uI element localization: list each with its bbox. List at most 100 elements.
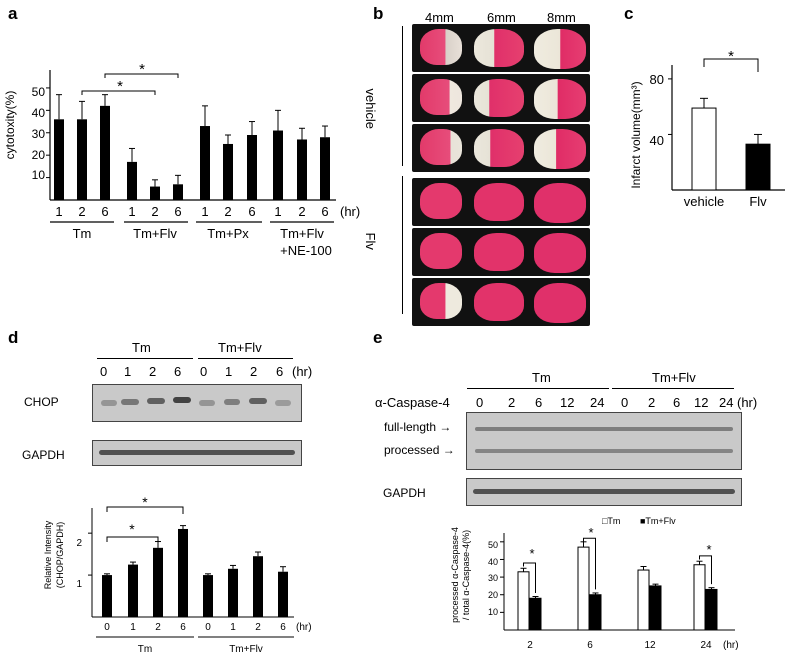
group-label-vehicle: vehicle	[363, 88, 378, 129]
panel-a-ytick: 30	[32, 127, 46, 141]
significance-bracket	[703, 58, 759, 72]
panel-e-ylabel: / total α-Caspase-4(%)	[461, 530, 471, 620]
panel-label-a: a	[8, 4, 18, 23]
bar	[297, 139, 307, 200]
panel-a-group-label: Tm	[73, 226, 92, 241]
panel-d-ytick: 2	[76, 538, 82, 549]
panel-d-xtick: 6	[180, 622, 186, 633]
significance-star: *	[706, 542, 711, 557]
panel-d-xtick: 1	[130, 622, 136, 633]
bar	[691, 107, 717, 191]
panel-label-c: c	[624, 4, 634, 23]
brain-slice-row	[412, 178, 590, 226]
panel-a-xtick: 1	[274, 204, 281, 219]
panel-e-unit: (hr)	[723, 640, 739, 651]
bar	[203, 575, 213, 617]
bar-tm	[577, 546, 590, 631]
panel-e-xtick: 12	[644, 640, 656, 651]
western-blot-gapdh	[92, 440, 302, 466]
western-blot-chop	[92, 384, 302, 422]
bar	[128, 564, 138, 617]
panel-e-xtick: 6	[587, 640, 593, 651]
panel-d-xtick: 1	[230, 622, 236, 633]
significance-star: *	[139, 61, 145, 78]
bar	[150, 186, 160, 200]
panel-d-xtick: 2	[155, 622, 161, 633]
blot-band-label: processed →	[384, 443, 455, 457]
significance-star: *	[129, 521, 135, 537]
lane-label: 24	[590, 395, 605, 410]
significance-bracket	[699, 555, 712, 585]
brain-slice-row	[412, 74, 590, 122]
bar	[173, 184, 183, 200]
lane-label: 2	[648, 395, 656, 410]
lane-label: 2	[508, 395, 516, 410]
bar-tm-flv	[589, 594, 602, 631]
panel-a-xtick: 1	[55, 204, 62, 219]
lane-label: 0	[200, 364, 208, 379]
panel-a-xtick: 6	[248, 204, 255, 219]
panel-d-group-label: Tm+Flv	[229, 644, 263, 655]
lane-label: 12	[694, 395, 709, 410]
group-label-flv: Flv	[363, 232, 378, 250]
bar	[228, 568, 238, 617]
significance-star: *	[142, 494, 148, 510]
panel-a-ytick: 10	[32, 168, 46, 182]
panel-d-xtick: 2	[255, 622, 261, 633]
panel-d-unit: (hr)	[296, 622, 312, 633]
panel-e-ytick: 40	[488, 557, 498, 567]
significance-star: *	[728, 48, 734, 65]
panel-e-ytick: 50	[488, 540, 498, 550]
significance-star: *	[117, 78, 123, 95]
bar	[127, 161, 137, 200]
significance-bracket	[106, 536, 159, 542]
lane-label: 6	[535, 395, 543, 410]
panel-a-xtick: 2	[78, 204, 85, 219]
legend-tm-flv: ■Tm+Flv	[640, 516, 676, 526]
panel-a-xtick: 2	[298, 204, 305, 219]
significance-bracket	[523, 562, 536, 593]
panel-e-ytick: 20	[488, 590, 498, 600]
panel-a-ylabel: cytotoxity(%)	[3, 91, 17, 160]
panel-a-xtick: 2	[224, 204, 231, 219]
panel-a-group-label: Tm+Px	[207, 226, 249, 241]
bar-tm	[637, 569, 650, 631]
slice-depth-label: 8mm	[547, 10, 576, 25]
bar	[247, 135, 257, 200]
bar	[223, 143, 233, 200]
panel-a-xtick: 1	[128, 204, 135, 219]
panel-e-ylabel: processed α-Caspase-4	[450, 527, 460, 623]
lane-label: 0	[100, 364, 108, 379]
panel-a-xtick: 1	[201, 204, 208, 219]
lane-label: 2	[250, 364, 258, 379]
bar	[54, 119, 64, 200]
significance-star: *	[529, 546, 534, 561]
panel-e-xtick: 24	[700, 640, 712, 651]
lane-label: 6	[673, 395, 681, 410]
significance-bracket	[106, 506, 184, 514]
panel-d-xtick: 0	[205, 622, 211, 633]
lane-label: 24	[719, 395, 734, 410]
brain-slice-row	[412, 124, 590, 172]
bar-tm-flv	[529, 597, 542, 631]
antibody-label: α-Caspase-4	[375, 395, 450, 410]
lane-group-label: Tm	[532, 370, 551, 385]
panel-c-xtick: vehicle	[684, 194, 724, 209]
panel-e-chart: processed α-Caspase-4 / total α-Caspase-…	[450, 516, 739, 651]
legend-tm: □Tm	[602, 516, 620, 526]
panel-e-xtick: 2	[527, 640, 533, 651]
panel-c-ytick: 40	[650, 133, 664, 148]
bar-tm	[693, 564, 706, 631]
bar-tm-flv	[705, 588, 718, 631]
panel-a-xtick: 6	[101, 204, 108, 219]
panel-d-ylabel: Relative Intensity	[43, 520, 53, 589]
panel-d-group-label: Tm	[138, 644, 152, 655]
lane-label: 1	[124, 364, 132, 379]
lane-label: 6	[276, 364, 284, 379]
significance-star: *	[588, 525, 593, 540]
significance-bracket	[583, 537, 596, 590]
panel-label-d: d	[8, 328, 19, 347]
panel-a-chart: cytotoxity(%) 10 20 30 40 50 1 2 6 1 2 6…	[3, 61, 360, 258]
panel-a-unit: (hr)	[340, 204, 360, 219]
lane-group-label: Tm	[132, 340, 151, 355]
